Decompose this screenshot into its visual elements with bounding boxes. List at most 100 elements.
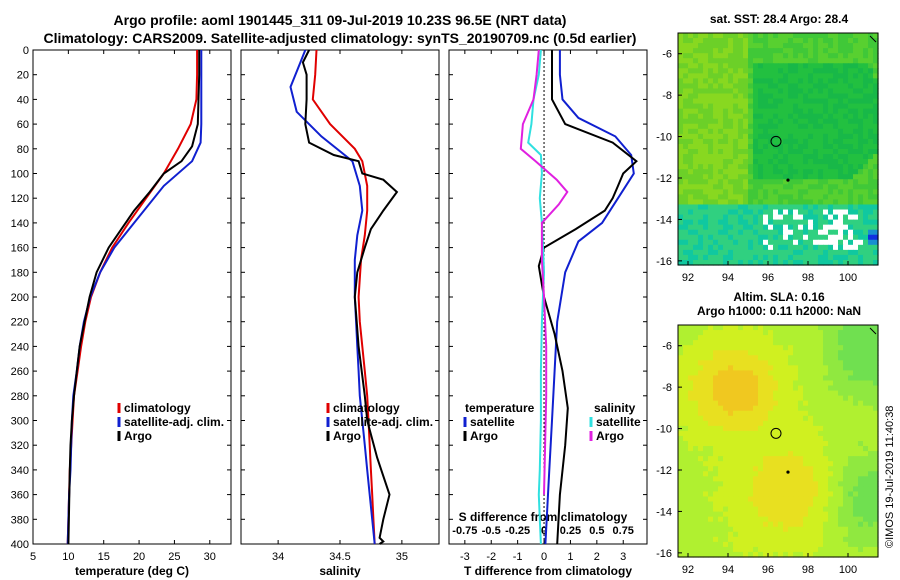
map-cell-sst <box>738 123 744 130</box>
map-cell-sla <box>738 430 744 437</box>
map-cell-sla <box>703 531 709 538</box>
map-cell-sla <box>853 380 859 387</box>
map-cell-sla <box>723 380 729 387</box>
map-cell-sla <box>783 345 789 351</box>
map-cell-sst <box>833 229 839 236</box>
map-cell-sla <box>823 506 829 513</box>
map-cell-sla <box>788 345 794 351</box>
map-cell-sla <box>773 420 779 427</box>
map-cell-sst <box>808 88 814 95</box>
map-cell-sst <box>853 73 859 79</box>
map-cell-sla <box>713 340 719 346</box>
map-cell-sla <box>758 400 764 407</box>
map-cell-sla <box>793 496 799 503</box>
map-cell-sla <box>783 420 789 427</box>
map-y-tick-label: -6 <box>662 49 672 61</box>
map-cell-sst <box>718 249 724 256</box>
map-cell-sst <box>698 169 704 175</box>
map-cell-sla <box>753 325 759 331</box>
x-axis-label: salinity <box>319 564 361 578</box>
map-cell-sla <box>828 365 834 371</box>
map-cell-sst <box>763 164 769 170</box>
map-cell-sst <box>688 234 694 241</box>
map-cell-sla <box>848 345 854 351</box>
map-cell-sla <box>833 496 839 503</box>
map-cell-sla <box>708 471 714 477</box>
map-cell-sst <box>868 224 874 231</box>
map-cell-sst <box>843 38 849 44</box>
map-cell-sla <box>738 410 744 417</box>
map-cell-sla <box>723 491 729 498</box>
map-cell-sst <box>678 234 684 241</box>
map-cell-sst <box>738 179 744 185</box>
map-cell-sla <box>873 511 879 518</box>
map-cell-sla <box>703 405 709 412</box>
map-cell-sst <box>863 179 869 185</box>
map-cell-sla <box>803 375 809 382</box>
map-cell-sst <box>868 128 874 135</box>
map-cell-sla <box>733 360 739 366</box>
map-cell-sla <box>823 481 829 487</box>
map-cell-sst <box>693 239 699 246</box>
map-cell-sla <box>738 466 744 472</box>
map-cell-sst <box>863 138 869 145</box>
map-cell-sst <box>783 194 789 201</box>
map-cell-sla <box>683 486 689 493</box>
map-cell-sst <box>733 98 739 105</box>
map-cell-sst <box>793 229 799 236</box>
map-cell-sla <box>788 340 794 346</box>
map-cell-sla <box>708 330 714 336</box>
map-cell-sst <box>793 199 799 206</box>
map-cell-sla <box>853 506 859 513</box>
map-cell-sst <box>848 123 854 130</box>
map-cell-sla <box>733 430 739 437</box>
map-cell-sst <box>778 154 784 160</box>
map-cell-sla <box>728 430 734 437</box>
map-cell-sst <box>693 219 699 226</box>
map-cell-sst <box>808 78 814 85</box>
map-cell-sla <box>853 335 859 341</box>
map-cell-sst <box>818 58 824 64</box>
map-cell-sla <box>868 385 874 392</box>
map-cell-sla <box>753 491 759 498</box>
map-cell-sst <box>763 118 769 125</box>
map-cell-sst <box>678 98 684 105</box>
map-cell-sst <box>778 78 784 85</box>
map-cell-sla <box>728 451 734 457</box>
map-cell-sst <box>848 254 854 261</box>
map-cell-sst <box>773 128 779 135</box>
map-cell-sst <box>873 78 879 85</box>
map-cell-sst <box>798 219 804 226</box>
map-cell-sla <box>758 446 764 452</box>
map-cell-sst <box>713 164 719 170</box>
map-cell-sla <box>858 330 864 336</box>
map-cell-sla <box>763 395 769 402</box>
map-cell-sla <box>743 395 749 402</box>
map-cell-sst <box>693 93 699 100</box>
map-cell-sst <box>793 254 799 261</box>
map-cell-sst <box>748 123 754 130</box>
map-cell-sst <box>783 48 789 54</box>
map-cell-sla <box>843 435 849 442</box>
map-cell-sla <box>788 385 794 392</box>
map-cell-sst <box>713 254 719 261</box>
map-cell-sla <box>868 340 874 346</box>
map-cell-sla <box>798 466 804 472</box>
map-cell-sla <box>793 400 799 407</box>
map-cell-sla <box>783 446 789 452</box>
map-cell-sla <box>708 451 714 457</box>
map-cell-sla <box>728 390 734 397</box>
map-cell-sst <box>753 174 759 180</box>
map-cell-sla <box>698 345 704 351</box>
map-cell-sla <box>698 476 704 482</box>
map-cell-sst <box>768 48 774 54</box>
map-cell-sla <box>783 350 789 356</box>
map-cell-sst <box>723 229 729 236</box>
map-cell-sla <box>763 501 769 508</box>
map-cell-sst <box>763 149 769 155</box>
map-cell-sst <box>718 204 724 211</box>
map-cell-sst <box>743 199 749 206</box>
map-cell-sst <box>743 179 749 185</box>
map-cell-sla <box>723 536 729 543</box>
map-cell-sla <box>768 466 774 472</box>
